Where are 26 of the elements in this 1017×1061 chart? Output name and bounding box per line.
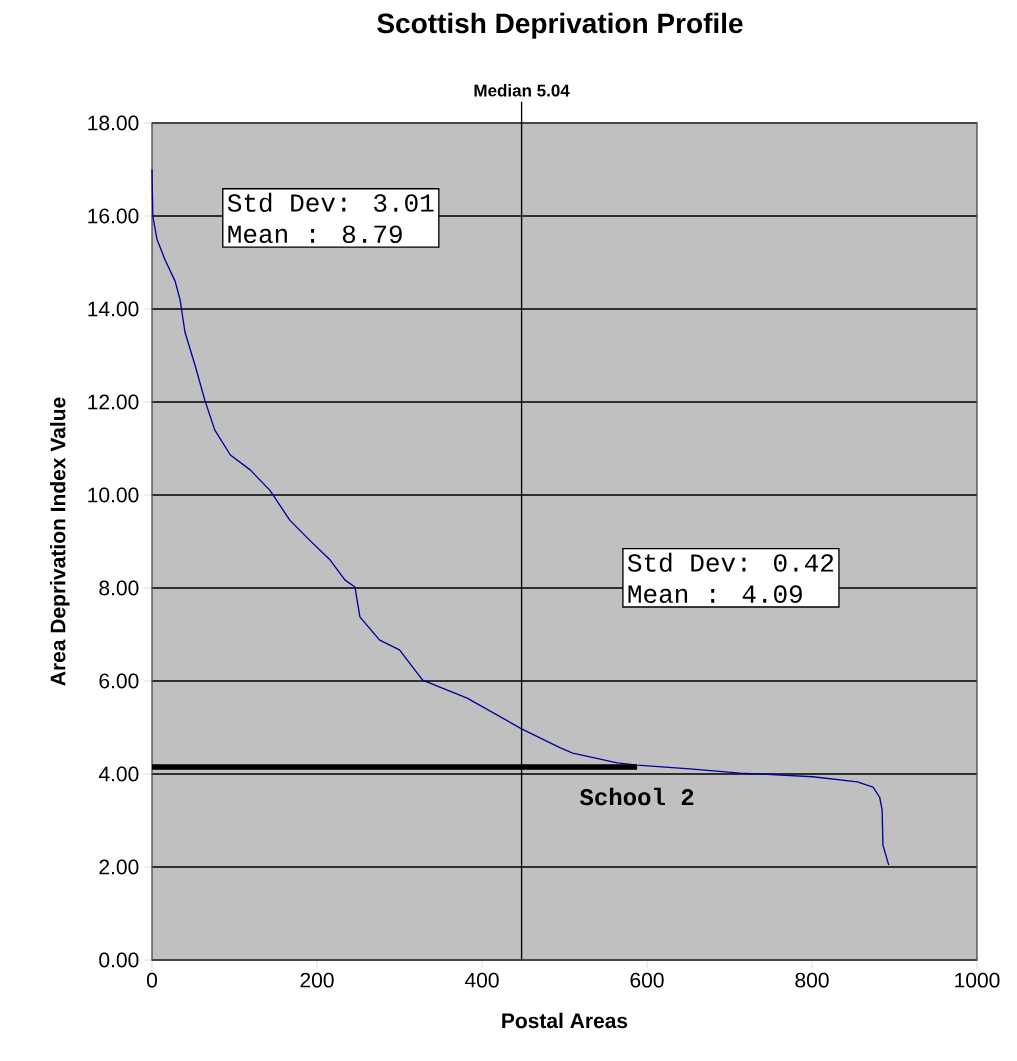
y-axis-title: Area Deprivation Index Value (50, 397, 70, 686)
line-series (151, 168, 890, 866)
x-tick-label: 600 (630, 972, 664, 988)
x-tick-label: 200 (300, 972, 334, 988)
y-tick-label: 2.00 (99, 859, 139, 875)
y-tick-label: 6.00 (99, 673, 139, 689)
y-tick-label: 0.00 (99, 952, 139, 968)
annotation: Std Dev: 0.42 (627, 552, 834, 572)
x-tick-label: 400 (464, 972, 499, 988)
y-tick-label: 10.00 (88, 487, 139, 503)
x-tick-label: 0 (146, 972, 158, 988)
annotation: Mean : 4.09 (628, 585, 802, 603)
x-tick-label: 1000 (955, 972, 1000, 988)
x-tick-label: 800 (795, 972, 829, 988)
y-tick-label: 12.00 (88, 394, 139, 410)
series-label: School 2 (579, 787, 694, 806)
y-tick-label: 14.00 (88, 301, 139, 317)
annotation: Mean : 8.79 (228, 225, 402, 244)
y-tick-label: 16.00 (88, 208, 139, 224)
x-axis-title: Postal Areas (502, 1012, 628, 1029)
annotation: Std Dev: 3.01 (227, 192, 434, 212)
y-tick-label: 8.00 (99, 580, 139, 596)
y-tick-label: 18.00 (88, 115, 139, 131)
y-tick-label: 4.00 (98, 766, 139, 782)
ref-line-label: Median 5.04 (474, 84, 570, 97)
chart-title: Scottish Deprivation Profile (377, 12, 743, 39)
